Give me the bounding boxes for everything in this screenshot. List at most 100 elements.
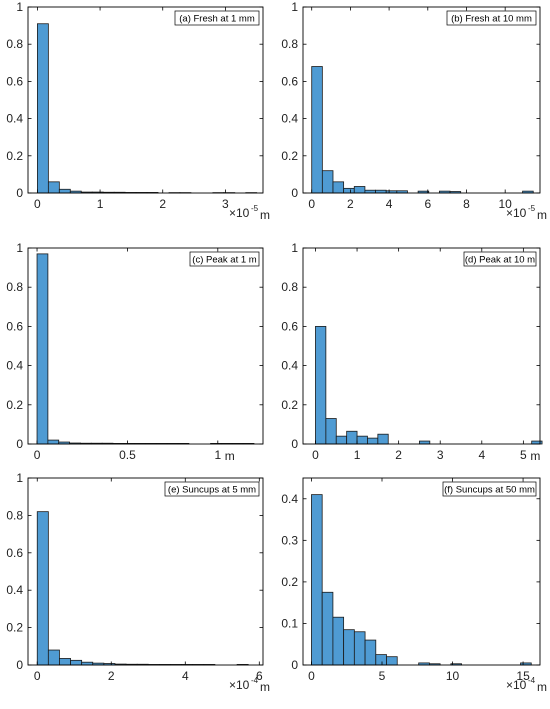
bar (47, 181, 60, 194)
unit-prefix: ×10 (506, 678, 527, 692)
x-tick-label: 0.5 (119, 448, 136, 462)
x-tick-label: 0 (34, 448, 41, 462)
y-tick-label: 0.1 (281, 616, 298, 630)
x-tick-label: 3 (437, 448, 444, 462)
x-tick-label: 2 (347, 197, 354, 211)
bar (47, 649, 60, 666)
y-tick-label: 0.8 (281, 37, 298, 51)
legend-box (463, 251, 537, 267)
legend-label: (d) Peak at 10 m (465, 254, 535, 265)
y-tick-label: 0.8 (6, 280, 23, 294)
y-tick-label: 0.4 (6, 583, 23, 597)
y-tick-label: 0.2 (281, 575, 298, 589)
y-tick-label: 0.6 (281, 74, 298, 88)
chart-c: 0 0.5 1 0 0.2 0.4 0.6 0.8 1 (c) Peak at 1 m m (6, 241, 264, 463)
y-tick-label: 0 (291, 437, 298, 451)
y-tick-label: 0.3 (281, 533, 298, 547)
legend-label: (e) Suncups at 5 mm (168, 484, 256, 495)
y-tick-label: 0.2 (6, 398, 23, 412)
legend-box (189, 251, 260, 267)
y-tick-label: 0.2 (281, 398, 298, 412)
y-tick-label: 0.6 (281, 319, 298, 333)
x-tick-label: 0 (308, 197, 315, 211)
y-tick-label: 0.4 (6, 112, 23, 126)
axes-box (27, 6, 264, 194)
y-tick-label: 1 (16, 0, 23, 14)
unit-prefix: ×10 (229, 678, 250, 692)
y-tick-label: 0.4 (6, 359, 23, 373)
x-tick-label: 1 (97, 197, 104, 211)
y-tick-label: 1 (291, 241, 298, 255)
axis-unit: ×10 -4 m (506, 676, 547, 694)
y-tick-label: 0.4 (281, 492, 298, 506)
legend: (c) Peak at 1 m (189, 251, 260, 267)
legend-box (446, 10, 537, 26)
legend-label: (b) Fresh at 10 mm (451, 13, 532, 24)
bar (332, 181, 345, 194)
y-tick-label: 0.8 (6, 508, 23, 522)
axes-box (302, 6, 541, 194)
unit-exponent: -5 (528, 204, 536, 213)
x-tick-label: 5 (520, 448, 527, 462)
unit-suffix: m (537, 208, 547, 222)
y-tick-label: 0.6 (6, 546, 23, 560)
unit-exponent: -4 (251, 676, 259, 685)
chart-b: 0 2 4 6 8 10 0 0.2 0.4 0.6 0.8 1 (b) Fresh at 10 mm ×… (281, 0, 547, 222)
bar (332, 616, 345, 666)
chart-d: 0 1 2 3 4 5 0 0.2 0.4 0.6 0.8 1 (d) Peak at 10 m m (281, 241, 543, 463)
x-tick-label: 4 (386, 197, 393, 211)
y-tick-label: 1 (16, 471, 23, 485)
unit-prefix: ×10 (506, 206, 527, 220)
x-tick-label: 4 (182, 669, 189, 683)
x-tick-label: 10 (498, 197, 512, 211)
y-tick-label: 1 (291, 0, 298, 14)
x-tick-label: 1 (354, 448, 361, 462)
chart-e: 0 2 4 6 0 0.2 0.4 0.6 0.8 1 (e) Suncups at 5 mm ×10… (6, 471, 270, 694)
y-tick-label: 0.6 (6, 74, 23, 88)
axis-unit: ×10 -5 m (229, 204, 270, 222)
x-tick-label: 0 (34, 197, 41, 211)
x-tick-label: 10 (446, 669, 460, 683)
x-tick-label: 4 (478, 448, 485, 462)
y-tick-label: 0.4 (281, 359, 298, 373)
y-tick-label: 0 (291, 186, 298, 200)
y-tick-label: 1 (16, 241, 23, 255)
chart-a: 0 1 2 3 0 0.2 0.4 0.6 0.8 1 (a) Fresh at 1 mm ×10 -5… (6, 0, 270, 222)
bar (36, 253, 49, 445)
y-tick-label: 0.8 (6, 37, 23, 51)
bar (70, 659, 83, 666)
unit-exponent: -4 (528, 676, 536, 685)
bar (353, 631, 366, 666)
legend: (f) Suncups at 50 mm (442, 481, 537, 497)
y-tick-label: 0.2 (281, 149, 298, 163)
x-tick-label: 15 (516, 669, 530, 683)
y-tick-label: 0 (16, 186, 23, 200)
legend: (d) Peak at 10 m (463, 251, 537, 267)
x-tick-label: 2 (395, 448, 402, 462)
bar (356, 435, 368, 445)
legend: (b) Fresh at 10 mm (446, 10, 537, 26)
unit-suffix: m (225, 449, 235, 463)
x-tick-label: 1 (214, 448, 221, 462)
bar (367, 437, 379, 445)
bar (346, 430, 358, 445)
legend-box (174, 10, 260, 26)
x-tick-label: 0 (308, 669, 315, 683)
unit-suffix: m (260, 208, 270, 222)
y-tick-label: 0.6 (6, 319, 23, 333)
axes-box (302, 247, 541, 445)
y-tick-label: 0.8 (281, 280, 298, 294)
axis-unit: ×10 -4 m (229, 676, 270, 694)
bar (311, 66, 323, 194)
x-tick-label: 2 (108, 669, 115, 683)
y-tick-label: 0 (16, 437, 23, 451)
y-tick-label: 0.2 (6, 621, 23, 635)
bar (36, 511, 49, 666)
axes-box (302, 477, 541, 666)
bar (321, 591, 334, 666)
bar (377, 433, 389, 445)
x-tick-label: 5 (379, 669, 386, 683)
axis-unit: ×10 -5 m (506, 204, 547, 222)
legend-box (442, 481, 537, 497)
